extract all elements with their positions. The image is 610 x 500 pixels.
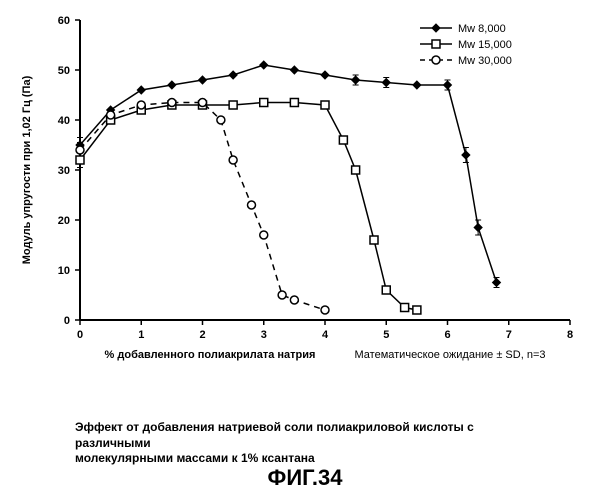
svg-text:% добавленного полиакрилата на: % добавленного полиакрилата натрия xyxy=(105,349,316,361)
figure-caption: Эффект от добавления натриевой соли поли… xyxy=(75,420,545,467)
svg-text:8: 8 xyxy=(567,329,573,341)
figure-label: ФИГ.34 xyxy=(0,465,610,491)
svg-text:Математическое ожидание ± SD,: Математическое ожидание ± SD, n=3 xyxy=(355,349,546,361)
svg-text:6: 6 xyxy=(444,329,450,341)
svg-text:40: 40 xyxy=(58,115,70,127)
caption-line1: Эффект от добавления натриевой соли поли… xyxy=(75,420,474,450)
svg-text:50: 50 xyxy=(58,65,70,77)
svg-text:Mw 15,000: Mw 15,000 xyxy=(458,39,512,51)
svg-text:10: 10 xyxy=(58,265,70,277)
svg-text:60: 60 xyxy=(58,15,70,27)
svg-text:2: 2 xyxy=(199,329,205,341)
svg-text:20: 20 xyxy=(58,215,70,227)
svg-text:30: 30 xyxy=(58,165,70,177)
caption-line2: молекулярными массами к 1% ксантана xyxy=(75,451,315,465)
svg-text:Mw 30,000: Mw 30,000 xyxy=(458,55,512,67)
svg-text:Mw 8,000: Mw 8,000 xyxy=(458,23,506,35)
svg-text:Модуль упругости при 1,02 Гц (: Модуль упругости при 1,02 Гц (Па) xyxy=(21,75,33,264)
svg-text:7: 7 xyxy=(506,329,512,341)
svg-text:0: 0 xyxy=(64,315,70,327)
chart-svg: 0 10 20 30 40 50 60 0 1 2 3 4 5 6 7 8 Модуль упругости п… xyxy=(0,0,610,370)
svg-text:1: 1 xyxy=(138,329,144,341)
svg-text:5: 5 xyxy=(383,329,389,341)
figure-page: 0 10 20 30 40 50 60 0 1 2 3 4 5 6 7 8 Модуль упругости п… xyxy=(0,0,610,500)
svg-text:0: 0 xyxy=(77,329,83,341)
svg-text:4: 4 xyxy=(322,329,329,341)
svg-text:3: 3 xyxy=(261,329,267,341)
